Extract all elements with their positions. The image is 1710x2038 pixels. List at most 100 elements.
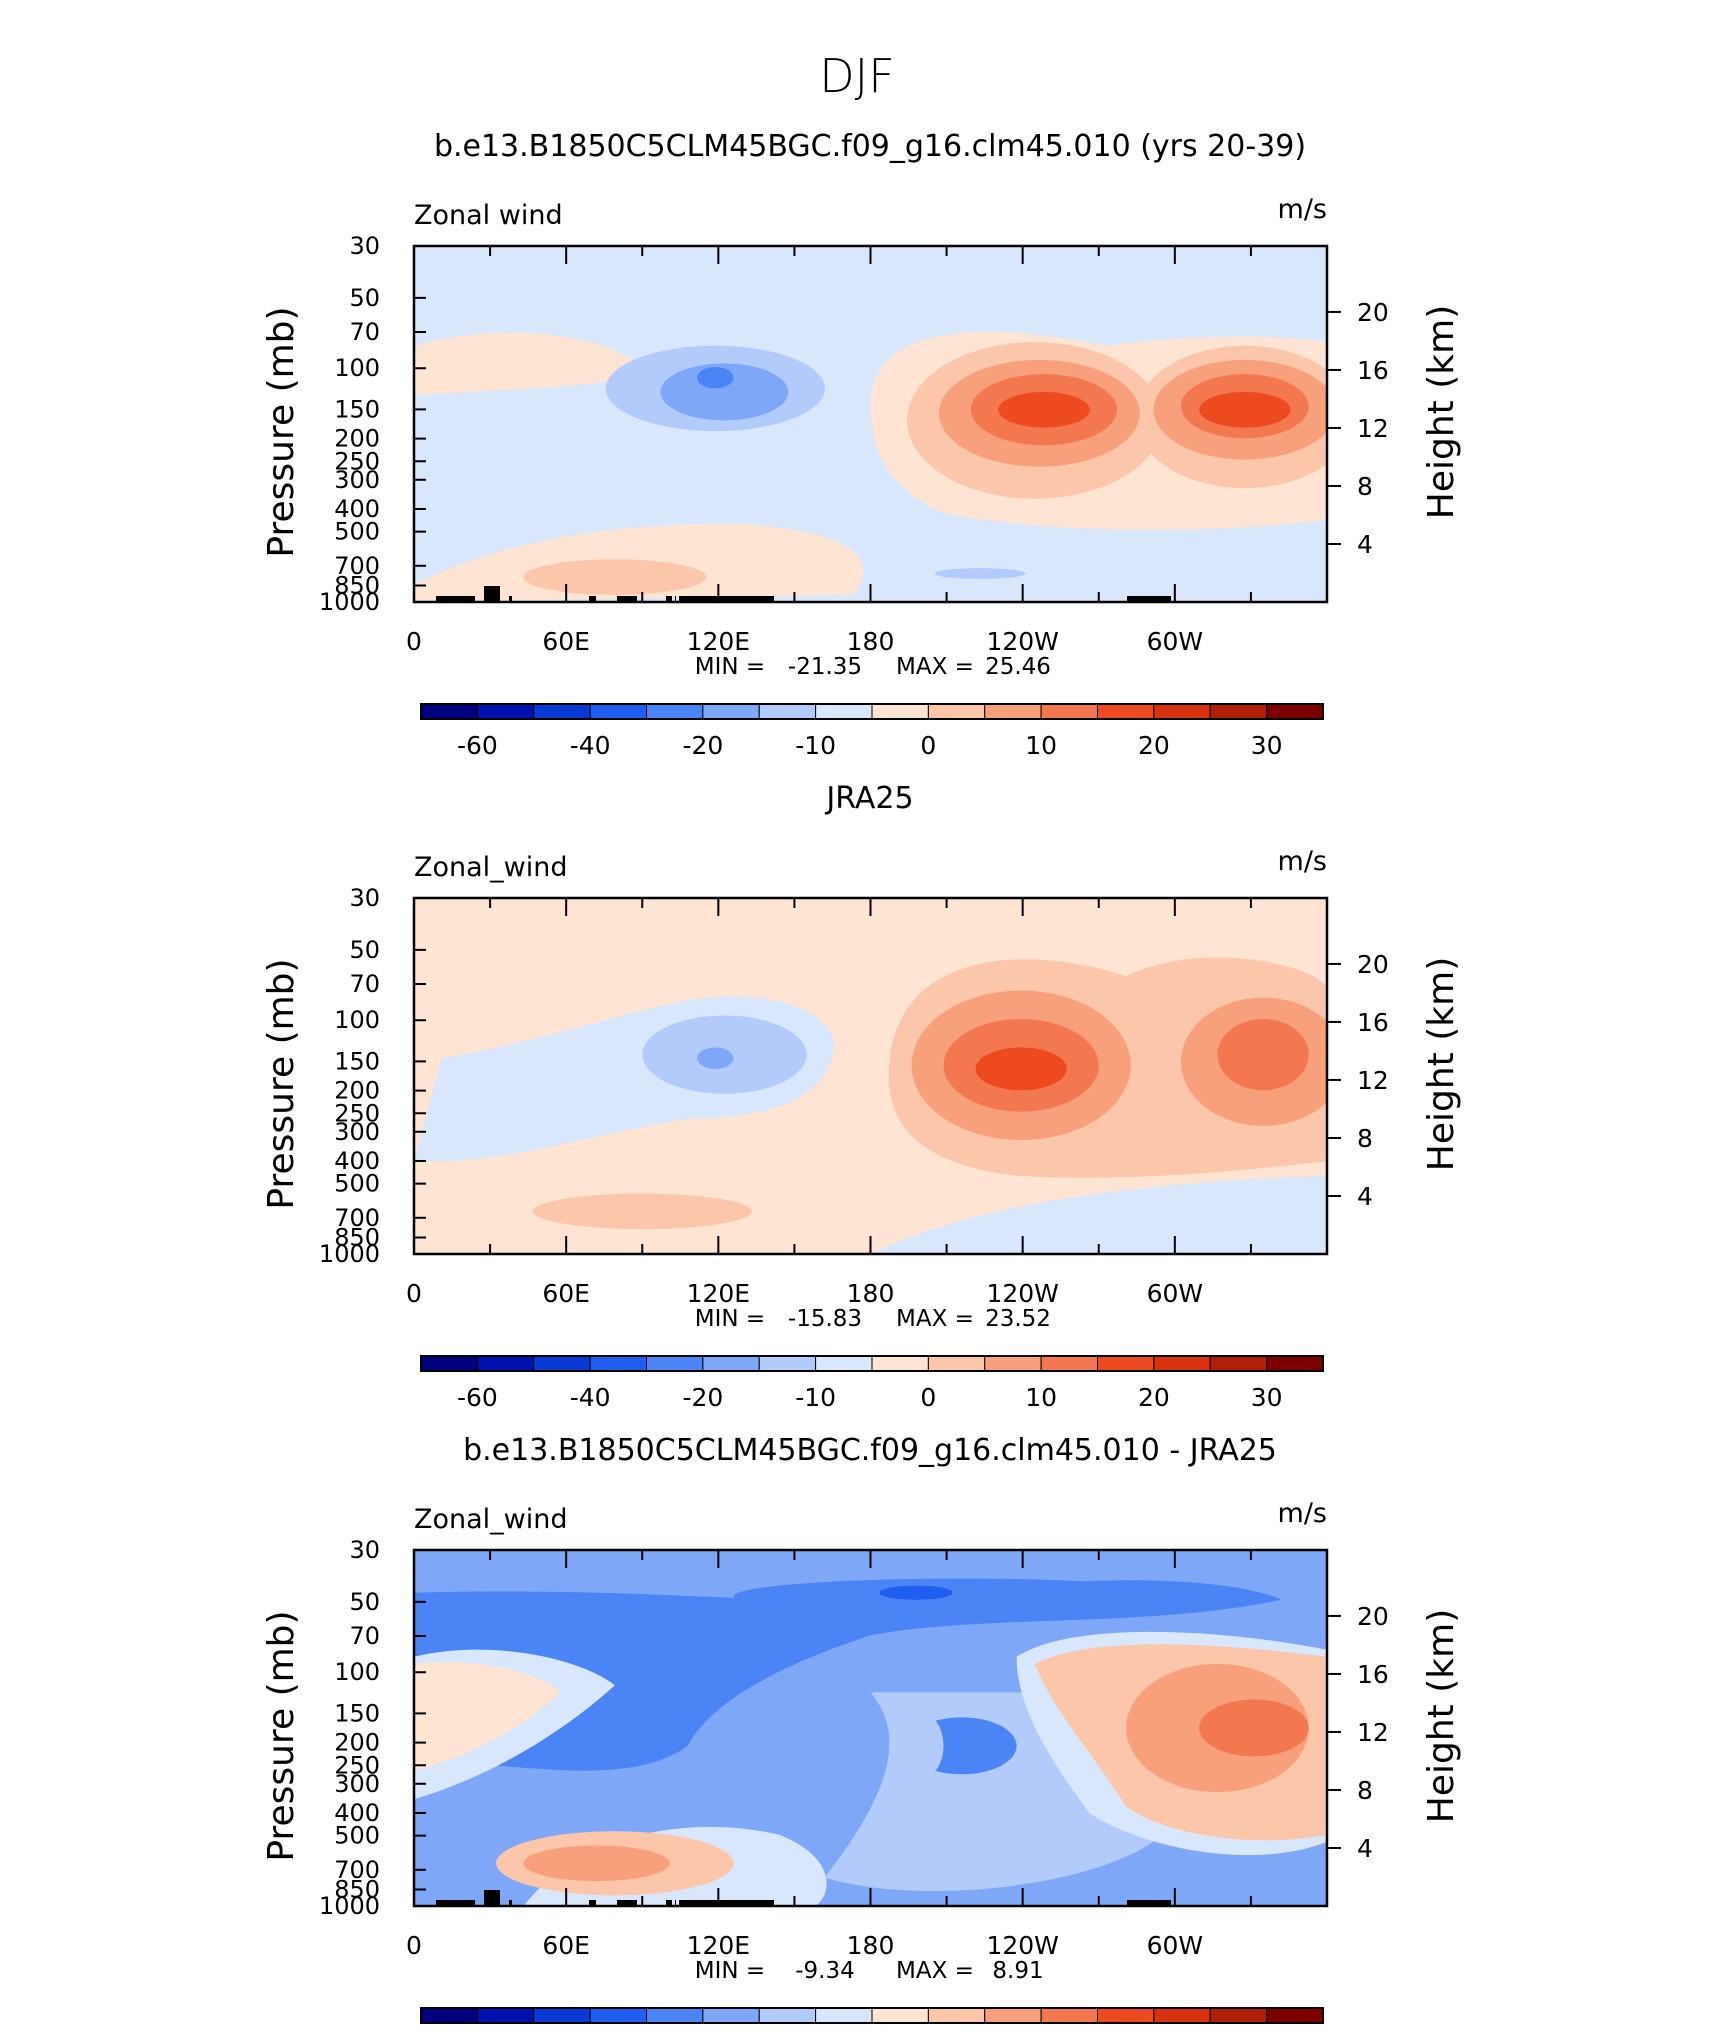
contour-band [975, 1047, 1067, 1091]
pressure-tick-label: 300 [334, 1118, 380, 1146]
max-label: MAX = [896, 1958, 974, 1984]
contour-field [414, 1550, 1327, 1906]
min-value: -9.34 [795, 1958, 855, 1984]
colorbar-label: -20 [682, 731, 723, 760]
pressure-tick-label: 30 [349, 1536, 380, 1564]
field-name-label: Zonal_wind [414, 852, 568, 883]
panel-title: b.e13.B1850C5CLM45BGC.f09_g16.clm45.010 … [434, 129, 1306, 164]
panel-title: JRA25 [824, 781, 913, 816]
colorbar-swatch [1097, 2007, 1155, 2024]
contour-band [1217, 1019, 1309, 1091]
pressure-tick-label: 1000 [319, 588, 380, 616]
longitude-tick-label: 120E [687, 1279, 751, 1308]
pressure-tick-label: 400 [334, 495, 380, 523]
colorbar-swatch [476, 2007, 535, 2024]
min-value: -21.35 [788, 654, 862, 680]
topography-block [589, 1900, 596, 1906]
pressure-tick-label: 250 [334, 1751, 380, 1779]
pressure-tick-label: 70 [349, 318, 380, 346]
contour-band [697, 367, 734, 389]
figure-title: DJF [819, 49, 894, 103]
pressure-tick-label: 300 [334, 466, 380, 494]
left-axis-title: Pressure (mb) [261, 1610, 302, 1861]
colorbar-label: -40 [570, 1383, 611, 1412]
contour-band [1199, 1699, 1309, 1757]
pressure-tick-label: 700 [334, 552, 380, 580]
max-value: 23.52 [985, 1306, 1051, 1332]
topography-block [666, 1900, 672, 1906]
topography-block [484, 586, 500, 602]
colorbar-label: -10 [795, 731, 836, 760]
colorbar-label: -40 [570, 731, 611, 760]
max-label: MAX = [896, 1306, 974, 1332]
colorbar-label: -60 [457, 1383, 498, 1412]
pressure-tick-label: 100 [334, 1658, 380, 1686]
contour-band [697, 1047, 734, 1069]
pressure-tick-label: 200 [334, 1077, 380, 1105]
pressure-tick-label: 150 [334, 1699, 380, 1727]
colorbar-label: -18 [458, 2036, 497, 2038]
colorbar-swatch [420, 703, 478, 720]
colorbar-swatch [984, 1355, 1042, 1372]
colorbar-swatch [758, 703, 817, 720]
colorbar-label: 15 [1195, 2036, 1226, 2038]
height-tick-label: 4 [1357, 1834, 1373, 1863]
colorbar-swatch [1209, 1355, 1268, 1372]
pressure-tick-label: 200 [334, 1729, 380, 1757]
contour-band [523, 1845, 670, 1882]
right-axis-title: Height (km) [1421, 1609, 1462, 1823]
topography-block [589, 596, 596, 602]
colorbar-label: 10 [1025, 1383, 1057, 1412]
min-label: MIN = [695, 1958, 765, 1984]
colorbar-label: 30 [1251, 731, 1283, 760]
min-label: MIN = [695, 1306, 765, 1332]
contour-band [888, 1710, 944, 1782]
colorbar-swatch [476, 1355, 535, 1372]
colorbar-swatch [420, 2007, 478, 2024]
topography-block [675, 596, 676, 602]
colorbar-label: 6 [1033, 2036, 1048, 2038]
contour-band [1199, 391, 1291, 428]
colorbar-swatch [1040, 2007, 1098, 2024]
colorbar-swatch [927, 2007, 986, 2024]
longitude-tick-label: 0 [406, 1931, 422, 1960]
colorbar-label: 0 [864, 2036, 879, 2038]
height-tick-label: 16 [1357, 1660, 1389, 1689]
colorbar-swatch [589, 703, 647, 720]
topography-block [436, 1900, 475, 1906]
colorbar-label: -15 [514, 2036, 553, 2038]
topography-block [1127, 1900, 1171, 1906]
colorbar-label: -3 [747, 2036, 771, 2038]
panel-1: b.e13.B1850C5CLM45BGC.f09_g16.clm45.010 … [261, 129, 1462, 760]
colorbar-swatch [533, 703, 591, 720]
pressure-tick-label: 300 [334, 1770, 380, 1798]
min-label: MIN = [695, 654, 765, 680]
pressure-tick-label: 250 [334, 1099, 380, 1127]
height-tick-label: 12 [1357, 1066, 1389, 1095]
pressure-tick-label: 50 [349, 284, 380, 312]
topography-block [679, 1900, 774, 1906]
longitude-tick-label: 120W [986, 1931, 1058, 1960]
colorbar-swatch [984, 2007, 1042, 2024]
colorbar-swatch [589, 2007, 647, 2024]
colorbar-swatch [646, 1355, 704, 1372]
colorbar-label: -9 [635, 2036, 659, 2038]
units-label: m/s [1278, 1498, 1327, 1529]
min-value: -15.83 [788, 1306, 862, 1332]
colorbar-label: 3 [977, 2036, 992, 2038]
topography-block [679, 596, 774, 602]
contour-band [998, 391, 1090, 428]
pressure-tick-label: 700 [334, 1856, 380, 1884]
colorbar-frame [420, 1355, 1324, 1372]
topography-block [484, 1890, 500, 1906]
colorbar-label: -10 [795, 1383, 836, 1412]
left-axis-title: Pressure (mb) [261, 958, 302, 1209]
longitude-tick-label: 60W [1147, 627, 1204, 656]
pressure-tick-label: 850 [334, 1224, 380, 1252]
colorbar-swatch [1097, 703, 1155, 720]
colorbar-label: -12 [571, 2036, 610, 2038]
contour-band [879, 1585, 953, 1600]
longitude-tick-label: 60E [542, 1931, 590, 1960]
height-tick-label: 8 [1357, 1124, 1373, 1153]
topography-block [509, 596, 512, 602]
